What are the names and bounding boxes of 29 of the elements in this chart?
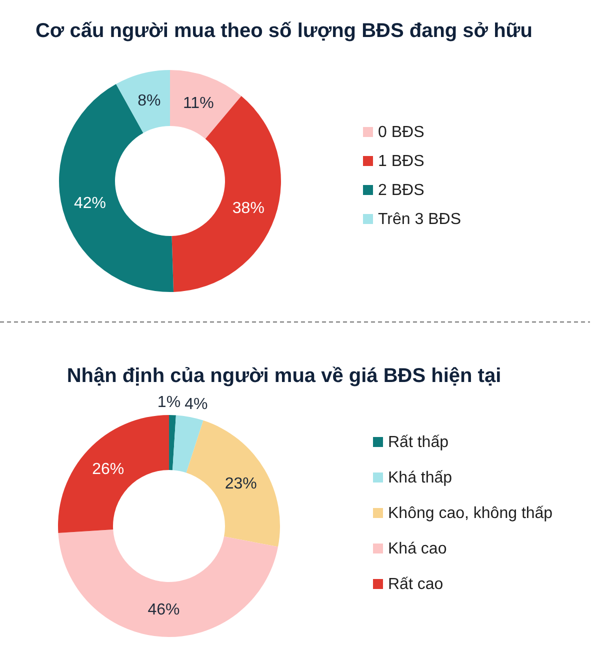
data-label: 38% (232, 200, 264, 217)
legend-label: 2 BĐS (378, 182, 424, 198)
data-label: 46% (148, 600, 180, 618)
donut-slice (170, 70, 242, 139)
legend-label: Khá cao (388, 540, 447, 557)
data-label: 4% (184, 396, 208, 413)
donut-slice (116, 70, 170, 133)
legend-label: Không cao, không thấp (388, 504, 553, 522)
data-label: 26% (92, 460, 124, 478)
donut-slice (58, 530, 278, 637)
legend-label: Rất cao (388, 576, 444, 592)
legend-label: Trên 3 BĐS (378, 210, 461, 228)
legend-label: 1 BĐS (378, 152, 424, 170)
donut-slice (169, 415, 176, 470)
legend-label: Khá thấp (388, 469, 452, 486)
data-label: 11% (182, 94, 214, 112)
data-label: 42% (74, 194, 106, 212)
legend-label: Rất thấp (388, 434, 449, 450)
chart-title: Nhận định của người mua về giá BĐS hiện tại (66, 365, 502, 387)
donut-slice (172, 96, 281, 292)
donut-slice (58, 415, 169, 533)
donut-slice (59, 84, 174, 292)
legend-label: 0 BĐS (378, 124, 424, 140)
chart-title: Cơ cấu người mua theo số lượng BĐS đang sở hữu (35, 20, 533, 42)
donut-slice (186, 420, 280, 547)
data-label: 8% (138, 92, 161, 110)
donut-slice (172, 415, 204, 473)
data-label: 1% (157, 394, 181, 411)
data-label: 23% (224, 474, 257, 492)
